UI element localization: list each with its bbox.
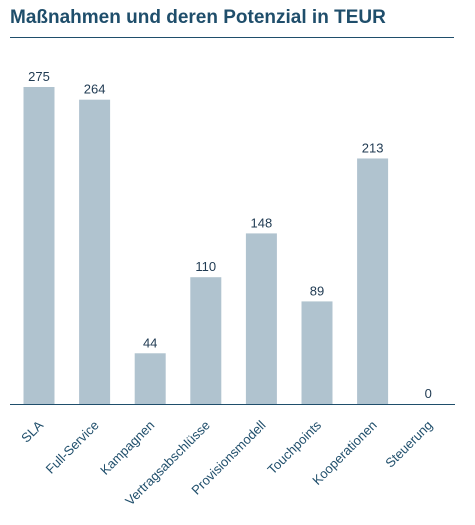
category-label-2: Kampagnen	[97, 418, 157, 478]
value-label-2: 44	[143, 335, 157, 350]
category-label-7: Steuerung	[382, 418, 435, 471]
title-divider	[10, 37, 454, 38]
category-label-0: SLA	[18, 417, 46, 445]
value-label-7: 0	[425, 386, 432, 401]
bar-3	[190, 277, 222, 404]
value-label-1: 264	[84, 82, 106, 97]
bar-1	[79, 99, 111, 405]
chart-title: Maßnahmen und deren Potenzial in TEUR	[10, 7, 386, 28]
value-labels-group: 275 264 44 110 148 89 213 0	[28, 69, 432, 401]
category-label-1: Full-Service	[43, 418, 102, 477]
value-label-4: 148	[251, 215, 273, 230]
category-label-5: Touchpoints	[264, 417, 324, 477]
bar-2	[134, 353, 166, 404]
category-labels-group: SLAFull-ServiceKampagnenVertragsabschlüs…	[18, 417, 435, 508]
value-label-0: 275	[28, 69, 50, 84]
bar-4	[245, 233, 277, 404]
value-label-3: 110	[195, 259, 216, 274]
value-label-5: 89	[310, 283, 324, 298]
bar-0	[23, 87, 55, 404]
value-label-6: 213	[362, 140, 384, 155]
bars-group	[23, 87, 389, 405]
bar-6	[357, 158, 389, 404]
bar-5	[301, 301, 333, 404]
